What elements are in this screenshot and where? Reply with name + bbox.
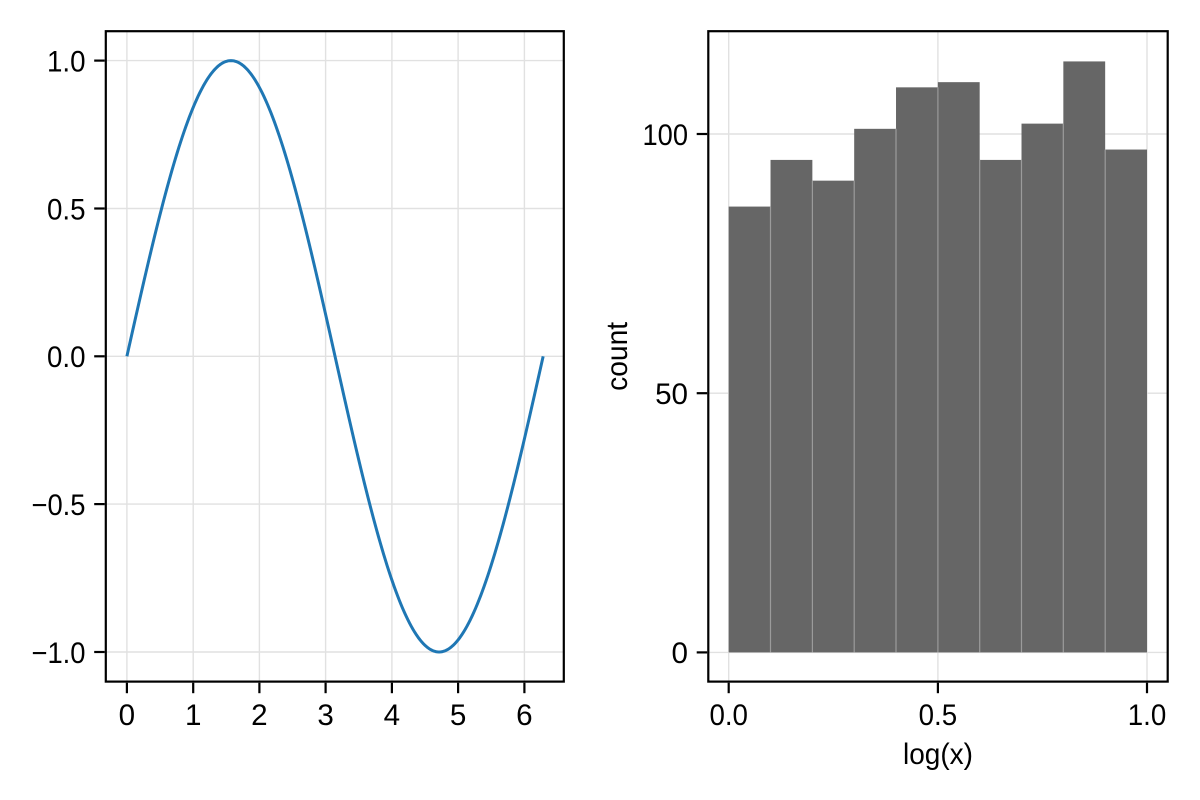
svg-text:6: 6 xyxy=(516,699,532,732)
svg-text:1: 1 xyxy=(185,699,201,732)
svg-text:1.0: 1.0 xyxy=(1128,699,1167,732)
svg-text:−0.5: −0.5 xyxy=(32,489,86,522)
svg-text:0: 0 xyxy=(672,637,688,670)
svg-text:5: 5 xyxy=(450,699,466,732)
svg-text:0.0: 0.0 xyxy=(47,341,86,374)
svg-text:4: 4 xyxy=(384,699,400,732)
svg-text:0.5: 0.5 xyxy=(47,193,86,226)
svg-text:1.0: 1.0 xyxy=(47,45,86,78)
svg-text:100: 100 xyxy=(643,119,689,152)
svg-text:count: count xyxy=(601,322,634,391)
svg-text:−1.0: −1.0 xyxy=(32,637,86,670)
svg-text:0: 0 xyxy=(119,699,135,732)
svg-text:2: 2 xyxy=(251,699,267,732)
svg-text:50: 50 xyxy=(655,378,688,411)
svg-text:0.0: 0.0 xyxy=(709,699,748,732)
svg-text:0.5: 0.5 xyxy=(919,699,958,732)
svg-text:3: 3 xyxy=(317,699,333,732)
svg-text:log(x): log(x) xyxy=(903,738,973,771)
